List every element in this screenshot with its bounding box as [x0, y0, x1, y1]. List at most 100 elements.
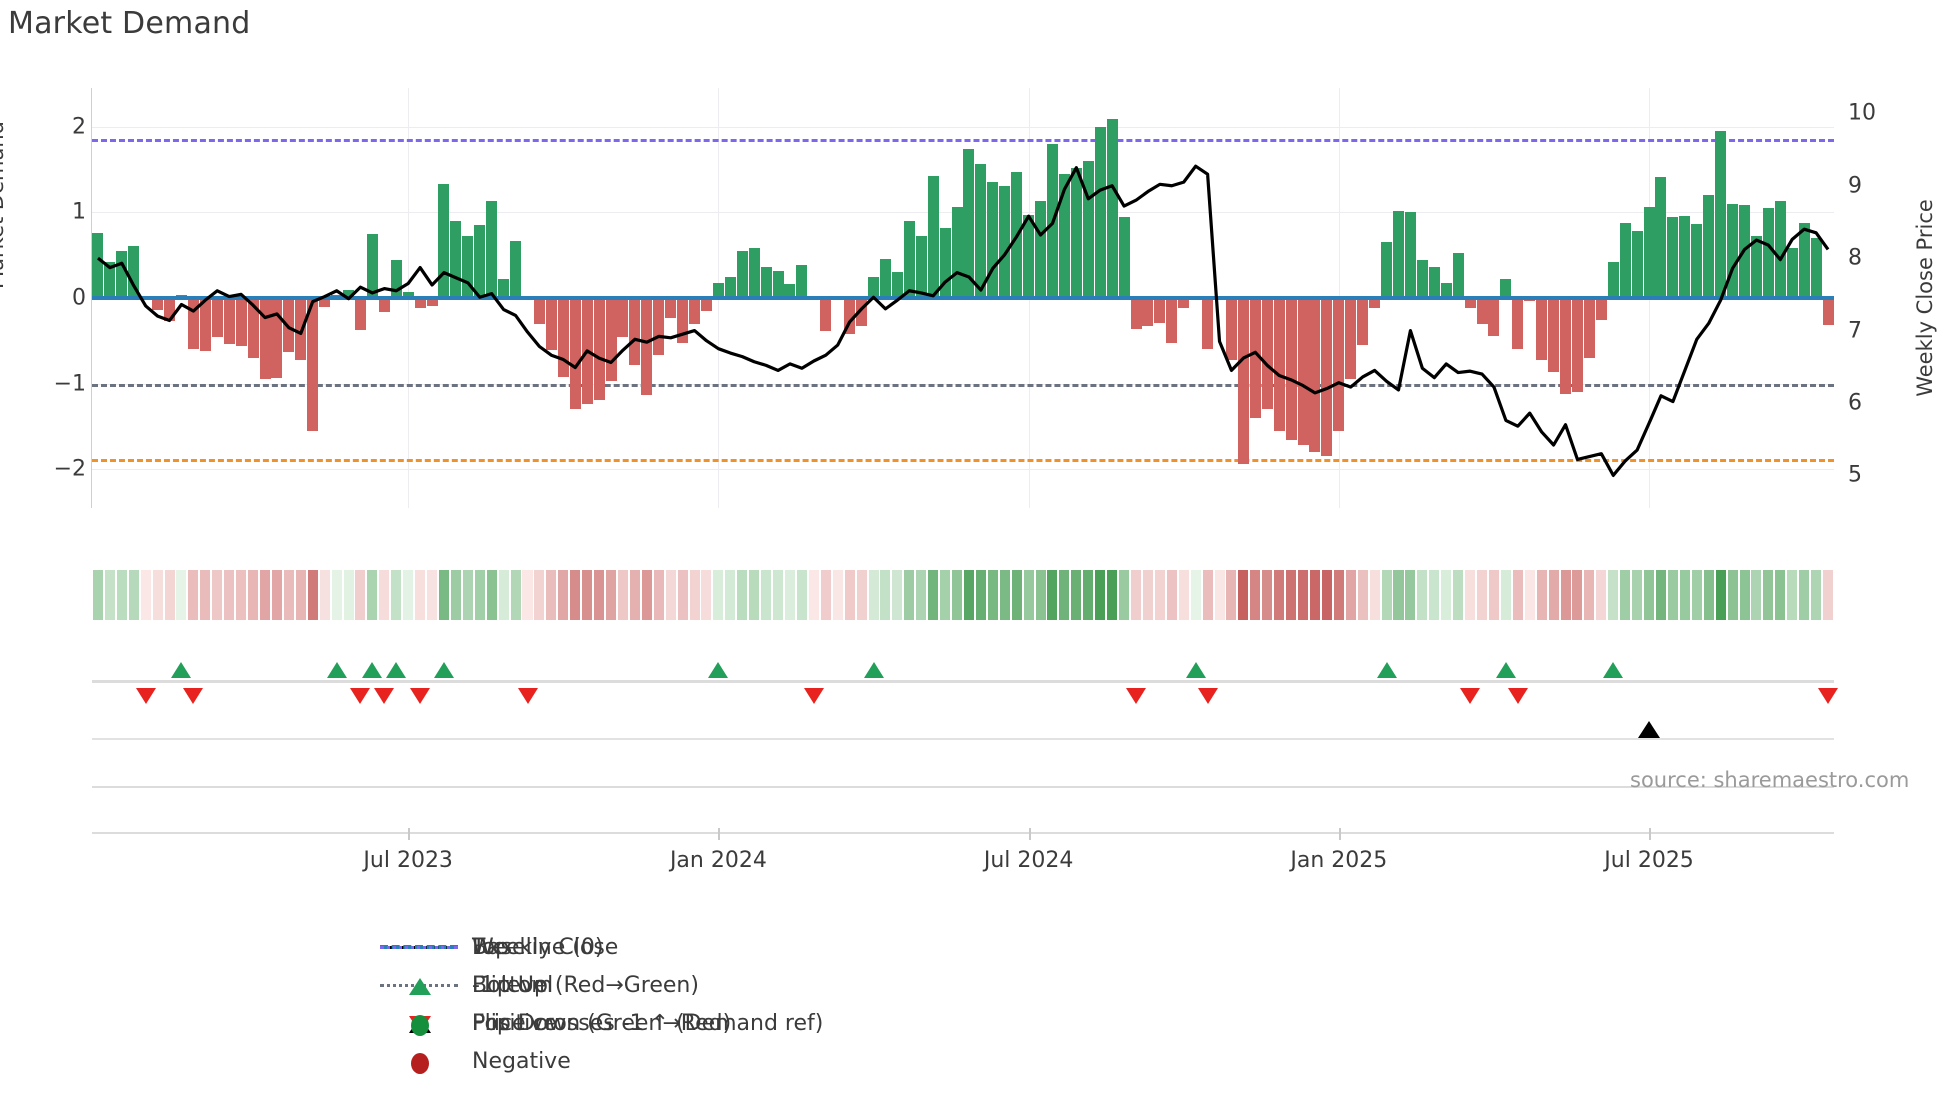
- demand-bar: [617, 298, 629, 337]
- flip-down-marker[interactable]: [1818, 688, 1839, 704]
- heat-cell: [641, 570, 652, 620]
- heat-cell: [987, 570, 998, 620]
- weekly-close-polyline: [96, 164, 1830, 478]
- demand-bar: [891, 272, 903, 298]
- flip-down-marker[interactable]: [1507, 688, 1528, 704]
- heat-cell: [1751, 570, 1762, 620]
- heat-cell: [486, 570, 497, 620]
- baseline-cap: [676, 296, 690, 300]
- flip-down-marker[interactable]: [803, 688, 824, 704]
- heat-cell: [259, 570, 270, 620]
- flip-up-marker[interactable]: [386, 662, 407, 678]
- flip-up-marker[interactable]: [171, 662, 192, 678]
- demand-bar: [1548, 298, 1560, 372]
- legend-label: Positive: [472, 1010, 557, 1036]
- flip-down-marker[interactable]: [350, 688, 371, 704]
- demand-bar: [1428, 267, 1440, 298]
- flip-up-marker[interactable]: [1185, 662, 1206, 678]
- heat-cell: [653, 570, 664, 620]
- heat-cell: [367, 570, 378, 620]
- baseline-cap: [1511, 296, 1525, 300]
- demand-bar: [1798, 222, 1810, 298]
- flip-up-marker[interactable]: [1495, 662, 1516, 678]
- heat-cell: [617, 570, 628, 620]
- baseline-cap: [1761, 296, 1775, 300]
- baseline-cap: [1785, 296, 1799, 300]
- demand-bar: [152, 298, 164, 310]
- demand-bar: [283, 298, 295, 352]
- baseline-cap: [914, 296, 928, 300]
- legend-item-weekly-close[interactable]: Weekly Close: [380, 928, 618, 966]
- baseline-cap: [1045, 296, 1059, 300]
- demand-bar: [1476, 298, 1488, 324]
- baseline-cap: [735, 296, 749, 300]
- x-tick-label: Jul 2025: [1604, 848, 1694, 873]
- flip-down-marker[interactable]: [1460, 688, 1481, 704]
- heat-cell: [1644, 570, 1655, 620]
- baseline-cap: [711, 296, 725, 300]
- heat-cell: [1775, 570, 1786, 620]
- flip-up-marker[interactable]: [708, 662, 729, 678]
- x-tick: [1649, 828, 1652, 840]
- heat-cell: [1823, 570, 1834, 620]
- heat-cell: [784, 570, 795, 620]
- demand-bar: [700, 298, 712, 311]
- baseline-cap: [425, 296, 439, 300]
- baseline-cap: [1356, 296, 1370, 300]
- legend-item-flip-up[interactable]: Flip Up (Red→Green): [380, 966, 699, 1004]
- legend-item-positive[interactable]: Positive: [380, 1004, 557, 1042]
- x-tick-label: Jul 2023: [363, 848, 453, 873]
- heat-cell: [1441, 570, 1452, 620]
- heat-cell: [665, 570, 676, 620]
- flip-down-marker[interactable]: [1126, 688, 1146, 704]
- demand-bar: [844, 298, 856, 334]
- x-tick-label: Jul 2024: [983, 848, 1074, 873]
- heat-cell: [1715, 570, 1726, 620]
- price-cross-marker[interactable]: [1638, 721, 1661, 738]
- flip-down-marker[interactable]: [135, 688, 156, 704]
- baseline-cap: [628, 296, 642, 300]
- demand-bar: [128, 245, 140, 298]
- flip-down-marker[interactable]: [517, 688, 538, 704]
- flip-up-marker[interactable]: [433, 662, 454, 678]
- flip-down-marker[interactable]: [1197, 688, 1218, 704]
- baseline-cap: [1678, 296, 1692, 300]
- baseline-cap: [198, 296, 212, 300]
- heat-cell: [1321, 570, 1332, 620]
- baseline-cap: [1463, 296, 1477, 300]
- demand-bar: [438, 184, 450, 298]
- heat-cell: [343, 570, 354, 620]
- flip-down-marker[interactable]: [183, 688, 204, 704]
- demand-bar: [343, 290, 355, 298]
- flip-up-marker[interactable]: [863, 662, 884, 678]
- demand-bar: [1154, 298, 1166, 323]
- flip-up-marker[interactable]: [326, 662, 347, 678]
- demand-bar: [1762, 208, 1774, 298]
- flip-down-marker[interactable]: [374, 688, 395, 704]
- baseline-cap: [1165, 296, 1179, 300]
- heat-cell: [677, 570, 688, 620]
- flip-up-marker[interactable]: [1603, 662, 1624, 678]
- legend-item-top[interactable]: Top: [380, 928, 509, 966]
- flip-down-marker[interactable]: [410, 688, 431, 704]
- heat-cell: [1417, 570, 1428, 620]
- demand-bar: [486, 201, 498, 298]
- flip-up-marker[interactable]: [1376, 662, 1397, 678]
- baseline-cap: [485, 296, 499, 300]
- demand-bar: [1333, 298, 1345, 431]
- heat-cell: [1345, 570, 1356, 620]
- baseline-cap: [1177, 296, 1191, 300]
- baseline-cap: [1547, 296, 1561, 300]
- legend-label: Flip Down (Green→Red): [472, 1010, 732, 1036]
- baseline-cap: [1606, 296, 1620, 300]
- x-tick: [1028, 828, 1031, 840]
- demand-bar: [736, 250, 748, 298]
- demand-bar: [211, 298, 223, 337]
- flip-up-marker[interactable]: [362, 662, 383, 678]
- baseline-cap: [723, 296, 737, 300]
- demand-bar: [1822, 298, 1834, 326]
- heat-cell: [1298, 570, 1309, 620]
- baseline-cap: [640, 296, 654, 300]
- legend-item-negative[interactable]: Negative: [380, 1042, 571, 1080]
- demand-bar: [1536, 298, 1548, 360]
